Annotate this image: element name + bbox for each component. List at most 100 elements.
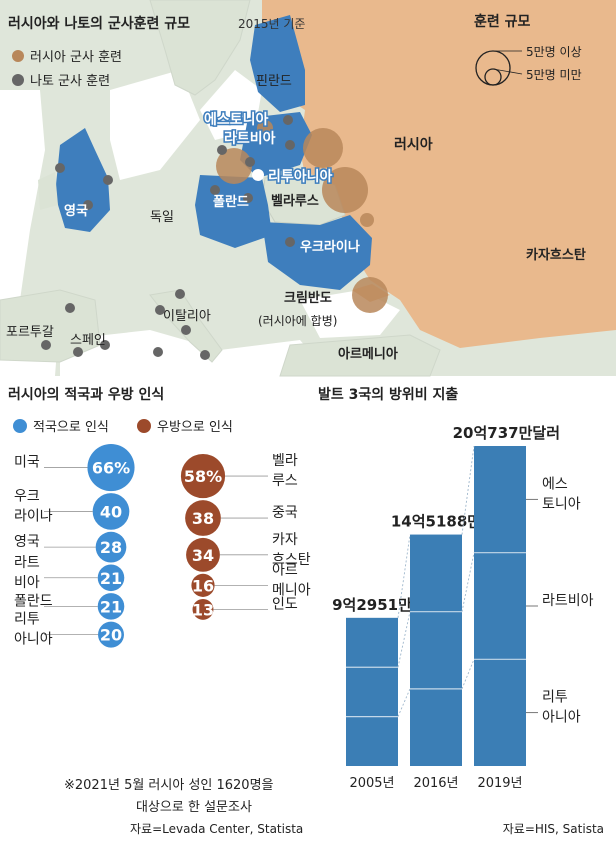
scale-small-label: 5만명 미만 bbox=[526, 68, 582, 82]
bubble-category-label: 라트 비아 bbox=[14, 555, 40, 591]
defense-bar bbox=[346, 617, 398, 766]
bubble-value-label: 28 bbox=[100, 538, 122, 557]
uk-land bbox=[55, 128, 110, 232]
nato-training-dot bbox=[243, 193, 253, 203]
map-subtitle: 2015년 기준 bbox=[238, 17, 305, 31]
label-germany: 독일 bbox=[150, 210, 174, 225]
bubble-category-label: 인도 bbox=[272, 596, 298, 612]
russia-training-circle bbox=[257, 120, 273, 136]
defense-bar bbox=[474, 446, 526, 766]
perception-panel: 러시아의 적국과 우방 인식 적국으로 인식 우방으로 인식 66% 미국 40 우크… bbox=[8, 386, 311, 836]
bubble-value-label: 13 bbox=[192, 600, 214, 619]
defense-year-label: 2016년 bbox=[413, 776, 458, 791]
bubble-category-label: 벨라 루스 bbox=[272, 453, 298, 489]
bar-connector-line bbox=[461, 445, 475, 535]
bubble-value-label: 40 bbox=[100, 502, 122, 521]
ukraine-land bbox=[262, 215, 372, 290]
defense-bar-value-label: 20억737만달러 bbox=[453, 424, 560, 442]
bubble-value-label: 16 bbox=[192, 576, 214, 595]
russia-training-circle bbox=[303, 128, 343, 168]
footnote-line1: ※2021년 5월 러시아 성인 1620명을 bbox=[64, 778, 274, 793]
nato-training-dot bbox=[55, 163, 65, 173]
label-portugal: 포르투갈 bbox=[6, 325, 54, 340]
bubble-value-label: 20 bbox=[100, 626, 122, 645]
bubble-category-label: 우크 라이나 bbox=[14, 488, 53, 524]
defense-title: 발트 3국의 방위비 지출 bbox=[318, 386, 458, 403]
bubble bbox=[98, 621, 124, 648]
footnote-line2: 대상으로 한 설문조사 bbox=[136, 800, 252, 815]
bar-connector-line bbox=[461, 659, 475, 690]
turkey-land bbox=[279, 334, 441, 377]
bar-connector-line bbox=[397, 611, 411, 668]
defense-year-label: 2005년 bbox=[349, 776, 394, 791]
defense-bars: 9억2951만 2005년 14억5188만 2016년 20억737만달러 2019년 에… bbox=[332, 424, 594, 791]
legend-russia-swatch bbox=[12, 50, 24, 62]
enemy-bubbles: 66% 미국 40 우크 라이나 28 영국 21 라트 비아 21 폴란드 20 리투 아니아 bbox=[14, 444, 135, 648]
nato-training-dot bbox=[155, 305, 165, 315]
label-armenia: 아르메니아 bbox=[338, 346, 398, 362]
bubble-value-label: 38 bbox=[192, 509, 214, 528]
nato-training-dot bbox=[210, 185, 220, 195]
bubble-category-label: 미국 bbox=[14, 455, 40, 471]
scale-small-leader bbox=[492, 68, 523, 75]
finland-land bbox=[250, 15, 305, 112]
bubble bbox=[92, 493, 130, 530]
nato-training-dot bbox=[245, 157, 255, 167]
defense-panel: 발트 3국의 방위비 지출 9억2951만 2005년 14억5188만 2016년 2… bbox=[318, 386, 604, 836]
bar-connector-line bbox=[461, 552, 475, 612]
map-panel: 러시아와 나토의 군사훈련 규모 2015년 기준 러시아 군사 훈련 나토 군… bbox=[0, 0, 616, 377]
defense-bar bbox=[410, 534, 462, 766]
bubble bbox=[192, 598, 214, 620]
baltic-sea bbox=[200, 70, 262, 140]
defense-bar-value-label: 9억2951만 bbox=[332, 596, 412, 614]
mediterranean-sea bbox=[60, 330, 330, 376]
label-estonia: 에스토니아 bbox=[204, 111, 269, 128]
nato-training-dot bbox=[283, 115, 293, 125]
bubble-value-label: 21 bbox=[100, 597, 122, 616]
label-ukraine: 우크라이나 bbox=[300, 239, 360, 255]
nato-training-dot bbox=[73, 347, 83, 357]
segment-country-label: 리투 아니아 bbox=[542, 690, 581, 726]
ireland-land bbox=[38, 172, 58, 210]
label-kazakhstan: 카자흐스탄 bbox=[526, 247, 586, 263]
label-russia: 러시아 bbox=[394, 136, 433, 153]
bubble-category-label: 폴란드 bbox=[14, 593, 53, 609]
legend-enemy-label: 적국으로 인식 bbox=[33, 420, 109, 435]
north-sea bbox=[110, 70, 200, 180]
nato-training-dot bbox=[181, 325, 191, 335]
scale-large-label: 5만명 이상 bbox=[526, 45, 582, 59]
bubble bbox=[185, 500, 221, 536]
nato-training-dot bbox=[175, 289, 185, 299]
nato-training-dot bbox=[83, 200, 93, 210]
defense-source: 자료=HIS, Satista bbox=[503, 822, 604, 836]
map-title: 러시아와 나토의 군사훈련 규모 bbox=[8, 15, 190, 32]
nato-training-dot bbox=[153, 347, 163, 357]
russia-training-circles bbox=[216, 120, 388, 313]
perception-source: 자료=Levada Center, Statista bbox=[130, 822, 303, 836]
nato-training-dot bbox=[200, 350, 210, 360]
legend-enemy-swatch bbox=[13, 419, 27, 433]
bubble bbox=[191, 573, 215, 597]
label-lithuania: 리투아니아 bbox=[268, 168, 333, 185]
bubble bbox=[95, 531, 127, 563]
nato-training-dot bbox=[217, 145, 227, 155]
legend-nato-swatch bbox=[12, 74, 24, 86]
nato-training-dot bbox=[285, 237, 295, 247]
russia-training-circle bbox=[322, 167, 368, 213]
bubble-category-label: 중국 bbox=[272, 505, 298, 521]
label-poland: 폴란드 bbox=[213, 195, 249, 210]
bubble-category-label: 카자 흐스탄 bbox=[272, 532, 311, 568]
russia-training-circle bbox=[352, 277, 388, 313]
defense-bar-value-label: 14억5188만 bbox=[391, 513, 481, 531]
defense-year-label: 2019년 bbox=[477, 776, 522, 791]
bubble-value-label: 58% bbox=[184, 467, 222, 486]
label-crimea: 크림반도 bbox=[284, 290, 332, 306]
label-latvia: 라트비아 bbox=[224, 130, 276, 147]
label-spain: 스페인 bbox=[70, 333, 106, 348]
scandinavia-land bbox=[149, 0, 251, 96]
bubble bbox=[87, 444, 135, 492]
label-crimea-note: (러시아에 합병) bbox=[258, 314, 337, 328]
bar-connector-line bbox=[397, 688, 411, 717]
russia-training-circle bbox=[360, 213, 374, 227]
